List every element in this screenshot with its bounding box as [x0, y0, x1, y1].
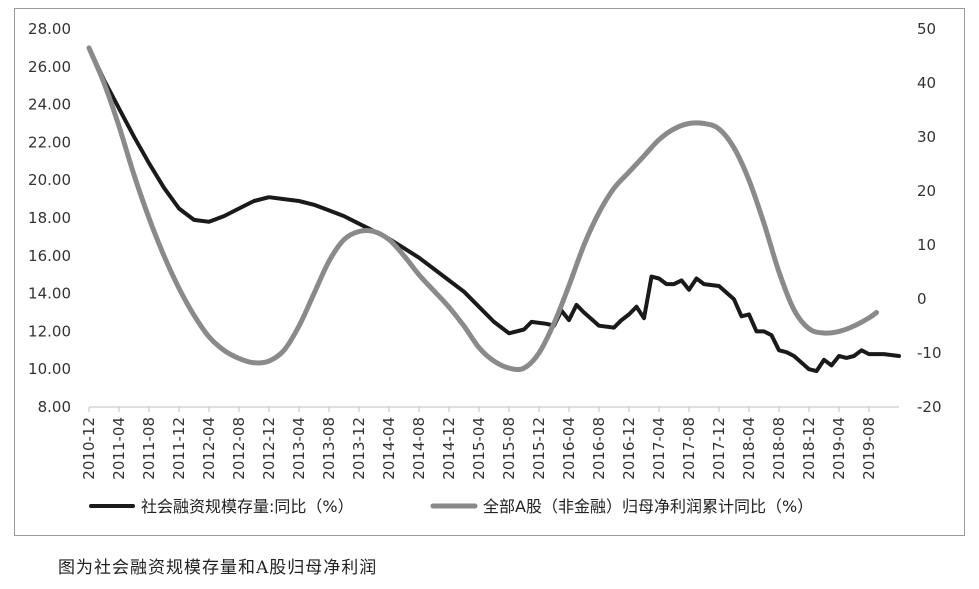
x-tick-label: 2013-04: [290, 417, 308, 480]
y-right-tick-label: 30: [917, 128, 936, 146]
x-tick-label: 2017-08: [680, 417, 698, 480]
x-tick-label: 2018-08: [770, 417, 788, 480]
y-left-tick-label: 28.00: [28, 20, 71, 38]
y-left-tick-label: 20.00: [28, 171, 71, 189]
x-tick-label: 2019-04: [830, 417, 848, 480]
legend: 社会融资规模存量:同比（%） 全部A股（非金融）归母净利润累计同比（%）: [89, 497, 813, 516]
x-tick-label: 2016-08: [590, 417, 608, 480]
series-line-social-financing: [87, 45, 901, 374]
y-left-tick-label: 12.00: [28, 322, 71, 340]
y-right-tick-label: 0: [917, 290, 927, 308]
x-tick-label: 2016-04: [560, 417, 578, 480]
series-lines: [86, 45, 901, 374]
x-tick-label: 2015-04: [470, 417, 488, 480]
y-left-tick-label: 8.00: [38, 398, 71, 416]
y-left-tick-label: 24.00: [28, 96, 71, 114]
y-right-tick-label: 40: [917, 74, 936, 92]
y-left-tick-label: 22.00: [28, 133, 71, 151]
y-right-tick-label: 10: [917, 236, 936, 254]
x-tick-label: 2011-04: [110, 417, 128, 480]
y-left-tick-label: 10.00: [28, 360, 71, 378]
x-tick-label: 2017-12: [710, 417, 728, 480]
x-tick-label: 2017-04: [650, 417, 668, 480]
x-tick-label: 2011-12: [170, 417, 188, 480]
tick-labels: 8.00 10.00 12.00 14.00 16.00 18.00 20.00 22.00 2…: [28, 20, 941, 480]
x-tick-label: 2012-08: [230, 417, 248, 480]
legend-label: 社会融资规模存量:同比（%）: [141, 497, 354, 516]
x-tick-label: 2010-12: [80, 417, 98, 480]
x-tick-label: 2013-12: [350, 417, 368, 480]
y-right-tick-label: -10: [917, 344, 942, 362]
y-left-tick-label: 16.00: [28, 247, 71, 265]
axes: [88, 406, 899, 412]
y-left-tick-label: 14.00: [28, 285, 71, 303]
x-tick-label: 2012-04: [200, 417, 218, 480]
chart-frame: 8.00 10.00 12.00 14.00 16.00 18.00 20.00 22.00 2…: [14, 8, 965, 536]
y-right-tick-label: -20: [917, 398, 942, 416]
legend-label: 全部A股（非金融）归母净利润累计同比（%）: [483, 497, 813, 516]
x-tick-label: 2015-12: [530, 417, 548, 480]
x-tick-label: 2014-04: [380, 417, 398, 480]
line-chart: 8.00 10.00 12.00 14.00 16.00 18.00 20.00 22.00 2…: [28, 20, 941, 516]
series-line-a-share-profit: [86, 45, 879, 373]
y-left-tick-label: 26.00: [28, 58, 71, 76]
x-tick-label: 2014-12: [440, 417, 458, 480]
y-right-tick-label: 20: [917, 182, 936, 200]
x-tick-label: 2011-08: [140, 417, 158, 480]
x-tick-label: 2012-12: [260, 417, 278, 480]
figure-caption: 图为社会融资规模存量和A股归母净利润: [58, 558, 378, 578]
x-tick-label: 2015-08: [500, 417, 518, 480]
y-right-tick-label: 50: [917, 20, 936, 38]
x-tick-label: 2016-12: [620, 417, 638, 480]
x-tick-label: 2014-08: [410, 417, 428, 480]
x-tick-label: 2018-12: [800, 417, 818, 480]
x-tick-label: 2019-08: [860, 417, 878, 480]
y-left-tick-label: 18.00: [28, 209, 71, 227]
x-tick-label: 2018-04: [740, 417, 758, 480]
x-tick-label: 2013-08: [320, 417, 338, 480]
